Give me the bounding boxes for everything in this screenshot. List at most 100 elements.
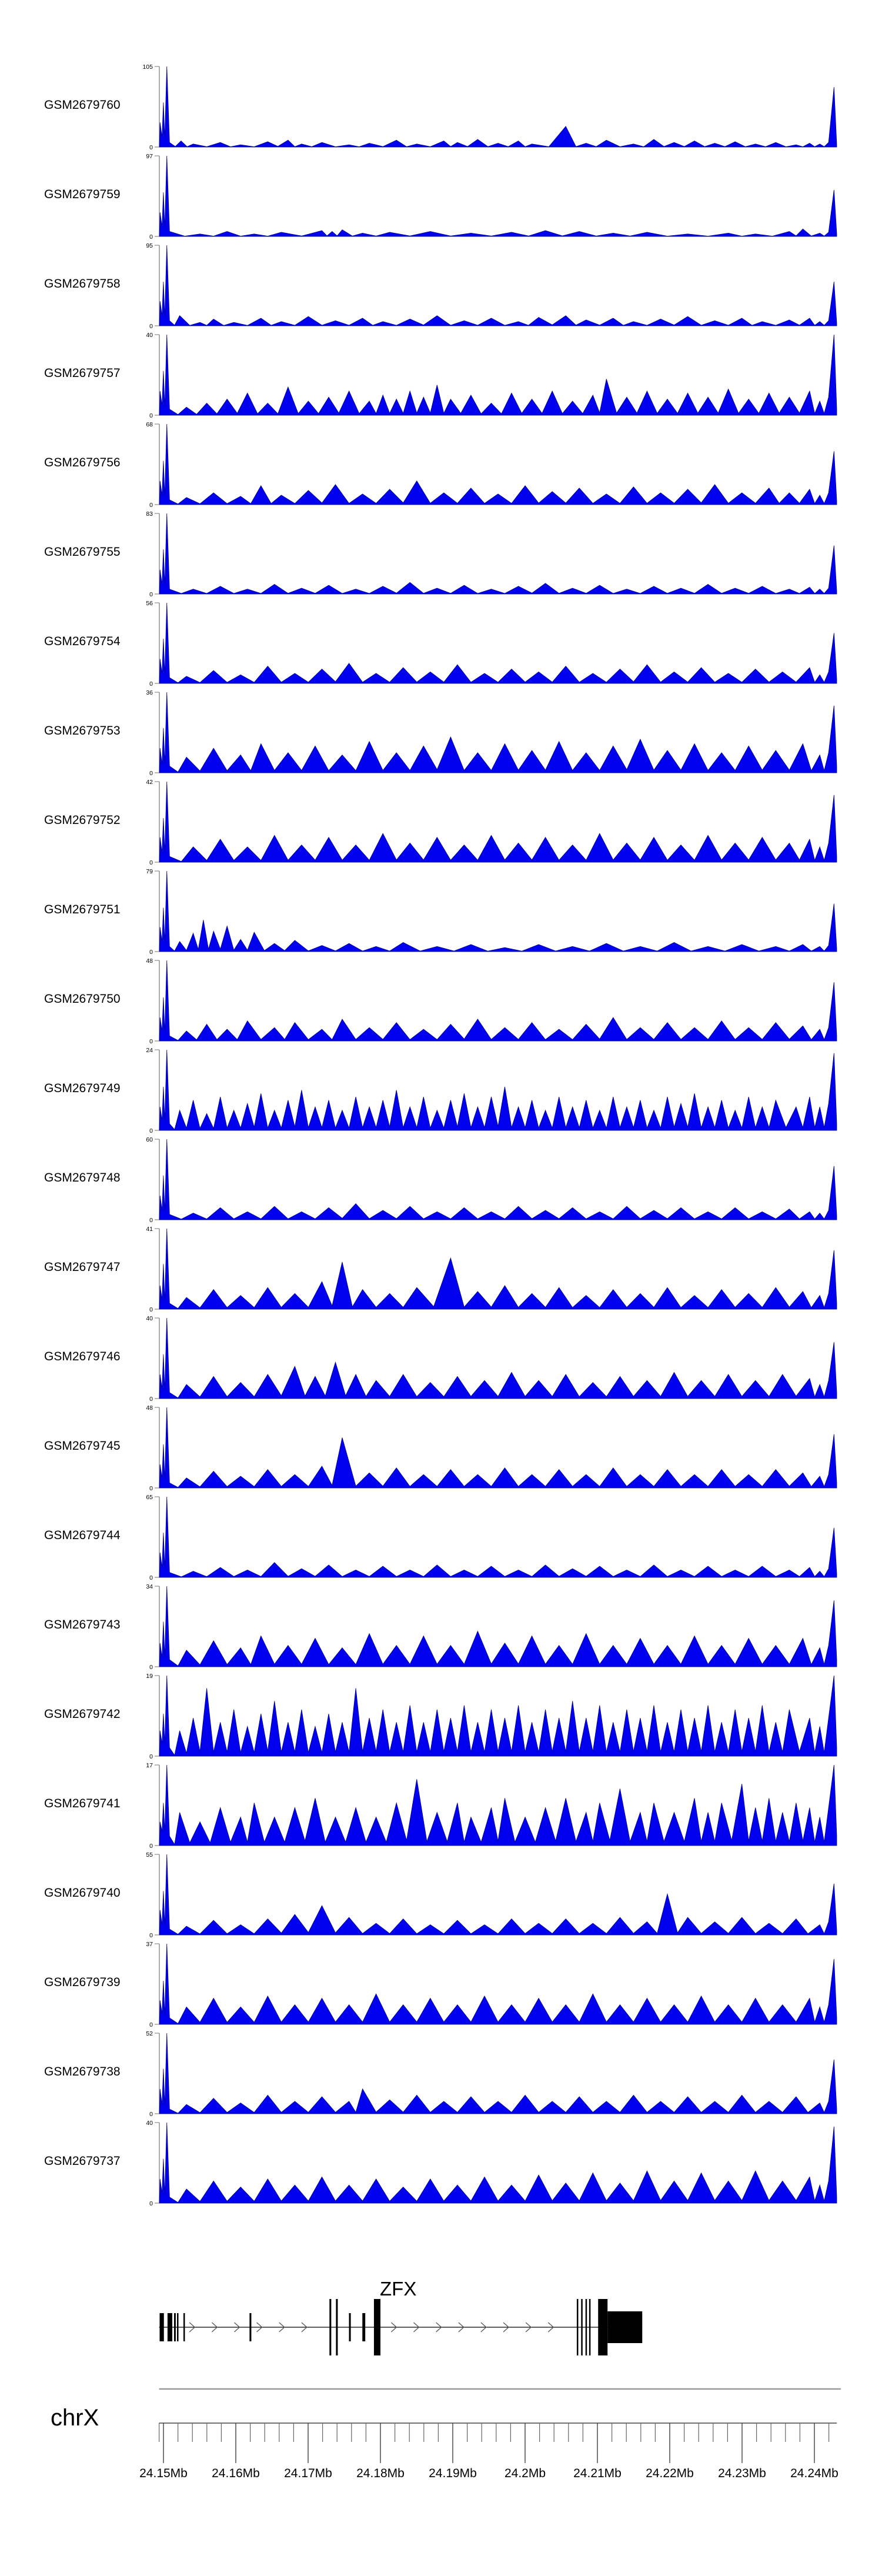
zero-label: 0 [149, 144, 153, 151]
track-label: GSM2679756 [44, 456, 121, 469]
ymax-label: 56 [146, 600, 153, 607]
coverage-area [159, 1586, 837, 1667]
coordinate-label: 24.15Mb [139, 2467, 188, 2480]
ymax-label: 95 [146, 242, 153, 249]
ymax-label: 68 [146, 421, 153, 428]
track-label: GSM2679746 [44, 1350, 121, 1363]
track-label: GSM2679748 [44, 1171, 121, 1184]
coverage-area [159, 1139, 837, 1220]
zero-label: 0 [149, 412, 153, 419]
track-label: GSM2679739 [44, 1976, 121, 1989]
coverage-area [159, 602, 837, 684]
zero-label: 0 [149, 1127, 153, 1134]
coverage-area [159, 1407, 837, 1489]
track-label: GSM2679751 [44, 903, 121, 916]
coverage-area [159, 2033, 837, 2114]
track-label: GSM2679747 [44, 1260, 121, 1274]
track-label: GSM2679760 [44, 98, 121, 112]
track-label: GSM2679742 [44, 1707, 121, 1721]
track-row: 60 0 GSM2679748 [44, 1136, 837, 1224]
coverage-area [159, 155, 837, 237]
ymax-label: 34 [146, 1583, 153, 1590]
track-label: GSM2679744 [44, 1529, 121, 1542]
exon-bar [349, 2313, 351, 2341]
exon-bar [362, 2313, 366, 2341]
coverage-area [159, 2122, 837, 2204]
coverage-area [159, 513, 837, 595]
ymax-label: 40 [146, 1315, 153, 1322]
strand-arrow-icon [480, 2322, 487, 2333]
coverage-area [159, 334, 837, 416]
track-row: 79 0 GSM2679751 [44, 868, 837, 956]
track-row: 37 0 GSM2679739 [44, 1941, 837, 2028]
strand-arrow-icon [211, 2322, 218, 2333]
track-row: 41 0 GSM2679747 [44, 1226, 837, 1313]
coverage-area [159, 1675, 837, 1757]
gene-model-panel: ZFX [159, 2278, 643, 2355]
track-row: 48 0 GSM2679750 [44, 957, 837, 1045]
coverage-area [159, 1049, 837, 1131]
exon-bar [329, 2299, 332, 2355]
zero-label: 0 [149, 2200, 153, 2207]
ymax-label: 48 [146, 1404, 153, 1412]
exon-bar [589, 2299, 591, 2355]
ymax-label: 83 [146, 510, 153, 518]
strand-arrow-icon [301, 2322, 308, 2333]
exon-bar [581, 2299, 583, 2355]
track-row: 56 0 GSM2679754 [44, 600, 837, 688]
zero-label: 0 [149, 1038, 153, 1045]
zero-label: 0 [149, 770, 153, 777]
coordinate-label: 24.21Mb [573, 2467, 622, 2480]
ymax-label: 105 [142, 64, 153, 71]
coverage-area [159, 781, 837, 863]
track-row: 40 0 GSM2679737 [44, 2120, 837, 2207]
zero-label: 0 [149, 1306, 153, 1313]
track-row: 19 0 GSM2679742 [44, 1673, 837, 1760]
zero-label: 0 [149, 1485, 153, 1492]
zero-label: 0 [149, 1843, 153, 1850]
zero-label: 0 [149, 502, 153, 509]
track-row: 40 0 GSM2679746 [44, 1315, 837, 1403]
coverage-area [159, 1317, 837, 1399]
ymax-label: 36 [146, 689, 153, 696]
coverage-area [159, 1854, 837, 1936]
coordinate-label: 24.22Mb [646, 2467, 694, 2480]
track-label: GSM2679738 [44, 2065, 121, 2078]
track-label: GSM2679745 [44, 1439, 121, 1453]
zero-label: 0 [149, 2111, 153, 2118]
strand-arrow-icon [458, 2322, 465, 2333]
track-row: 105 0 GSM2679760 [44, 64, 837, 151]
track-row: 68 0 GSM2679756 [44, 421, 837, 509]
utr-end-block [607, 2311, 643, 2343]
track-label: GSM2679758 [44, 277, 121, 291]
coverage-area [159, 692, 837, 773]
track-row: 24 0 GSM2679749 [44, 1047, 837, 1134]
exon-bar [177, 2313, 179, 2341]
strand-arrow-icon [279, 2322, 285, 2333]
ymax-label: 41 [146, 1226, 153, 1233]
track-row: 83 0 GSM2679755 [44, 510, 837, 598]
zero-label: 0 [149, 680, 153, 688]
track-row: 36 0 GSM2679753 [44, 689, 837, 777]
coverage-area [159, 960, 837, 1042]
track-label: GSM2679743 [44, 1618, 121, 1631]
ymax-label: 55 [146, 1851, 153, 1858]
track-row: 34 0 GSM2679743 [44, 1583, 837, 1671]
strand-arrow-icon [189, 2322, 196, 2333]
chromosome-label: chrX [51, 2405, 99, 2431]
track-row: 40 0 GSM2679757 [44, 332, 837, 419]
chromosome-axis-panel: chrX 24.15Mb 24.16Mb 24.17Mb 24.18Mb 24.19Mb… [51, 2388, 841, 2480]
coverage-tracks-panel: 1050GSM2679760970GSM2679759950GSM2679758… [44, 64, 837, 2207]
track-label: GSM2679752 [44, 813, 121, 827]
strand-arrow-icon [256, 2322, 263, 2333]
track-label: GSM2679749 [44, 1082, 121, 1095]
track-label: GSM2679754 [44, 635, 121, 648]
track-row: 52 0 GSM2679738 [44, 2030, 837, 2118]
zero-label: 0 [149, 2021, 153, 2028]
track-row: 65 0 GSM2679744 [44, 1494, 837, 1581]
ymax-label: 79 [146, 868, 153, 875]
track-label: GSM2679737 [44, 2154, 121, 2168]
exon-bar [159, 2313, 164, 2341]
strand-arrow-icon [234, 2322, 240, 2333]
